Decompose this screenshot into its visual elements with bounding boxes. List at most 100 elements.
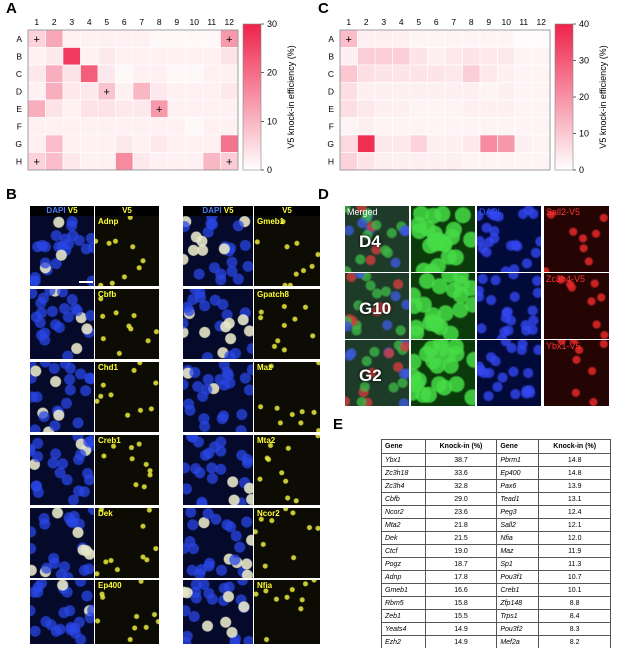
table-row: Ezh2 14.9 Mef2a 8.2 <box>381 635 611 648</box>
heatmap-cell <box>150 99 169 118</box>
col-label: 1 <box>346 17 351 27</box>
heatmap-cell <box>202 82 221 101</box>
heatmap-cell <box>374 134 393 153</box>
table-row: Yeats4 14.9 Pou3f2 8.3 <box>381 622 611 636</box>
gene-cell: Cbfb <box>381 492 426 506</box>
b-v5-tile: Nfia <box>254 580 320 644</box>
heatmap-cell <box>167 82 186 101</box>
colorbar <box>242 23 262 171</box>
heatmap-cell <box>409 152 428 171</box>
row-label: B <box>328 51 334 61</box>
heatmap-cell <box>339 29 358 48</box>
heatmap-cell <box>339 64 358 83</box>
heatmap-cell <box>115 64 134 83</box>
col-label: 6 <box>434 17 439 27</box>
heatmap-cell <box>167 47 186 66</box>
gene-cell: Tead1 <box>496 492 540 506</box>
heatmap-cell <box>479 99 498 118</box>
row-label: F <box>329 121 334 131</box>
colorbar <box>554 23 574 171</box>
col-label: 6 <box>122 17 127 27</box>
heatmap-cell <box>27 82 46 101</box>
col-label: 11 <box>519 17 528 27</box>
b-v5-tile: Cbfb <box>95 289 159 359</box>
row-label: H <box>328 156 334 166</box>
heatmap-frame <box>339 29 551 171</box>
heatmap-cell <box>97 82 116 101</box>
plus-marker: + <box>156 104 162 116</box>
gene-cell: Adnp <box>381 570 426 584</box>
gene-label: Ncor2 <box>257 509 280 518</box>
heatmap-cell <box>479 82 498 101</box>
gene-cell: Mef2a <box>496 635 540 648</box>
heatmap-cell <box>444 99 463 118</box>
knockin-cell: 12.0 <box>538 531 611 545</box>
heatmap-cell <box>115 152 134 171</box>
heatmap-cell <box>392 64 411 83</box>
table-row: Zc3h18 33.6 Ep400 14.8 <box>381 466 611 480</box>
b-merge-tile <box>183 435 253 505</box>
b-merge-tile <box>30 580 94 644</box>
gene-cell: Zeb1 <box>381 609 426 623</box>
heatmap-cell <box>115 99 134 118</box>
d-dapi-tile: DAPI <box>477 206 541 272</box>
d-dapi-tile <box>477 340 541 406</box>
row-label: A <box>16 34 22 44</box>
knockin-cell: 8.3 <box>538 622 611 636</box>
heatmap-cell <box>409 134 428 153</box>
row-label: F <box>17 121 22 131</box>
knockin-cell: 11.3 <box>538 557 611 571</box>
knockin-cell: 12.1 <box>538 518 611 532</box>
heatmap-cell <box>532 29 551 48</box>
gene-cell: Nfia <box>496 531 540 545</box>
heatmap-cell <box>185 134 204 153</box>
gene-cell: Sall2 <box>496 518 540 532</box>
header-knockin-2: Knock-in (%) <box>538 439 611 454</box>
b-v5-tile: Gpatch8 <box>254 289 320 359</box>
heatmap-cell <box>532 99 551 118</box>
heatmap-cell <box>514 29 533 48</box>
colorbar-label: V5 knock-in efficiency (%) <box>598 45 608 148</box>
gene-cell: Dek <box>381 531 426 545</box>
heatmap-cell <box>80 29 99 48</box>
heatmap-cell <box>45 117 64 136</box>
heatmap-cell <box>427 64 446 83</box>
heatmap-cell <box>45 64 64 83</box>
d-hcs-tile <box>411 273 475 339</box>
heatmap-cell <box>132 152 151 171</box>
row-label: A <box>328 34 334 44</box>
heatmap-cell <box>532 82 551 101</box>
heatmap-cell <box>202 152 221 171</box>
b-v5-tile: Mta2 <box>254 435 320 505</box>
heatmap-cell <box>444 117 463 136</box>
heatmap-cell <box>427 134 446 153</box>
table-row: Dek 21.5 Nfia 12.0 <box>381 531 611 545</box>
heatmap-cell <box>479 117 498 136</box>
gene-cell: Pax6 <box>496 479 540 493</box>
heatmap-cell <box>167 117 186 136</box>
colorbar-tick-label: 0 <box>579 165 584 175</box>
heatmap-cell <box>220 134 239 153</box>
heatmap-cell <box>374 47 393 66</box>
heatmap-cell <box>339 152 358 171</box>
colorbar-tick-label: 20 <box>267 68 277 78</box>
heatmap-cell <box>339 117 358 136</box>
heatmap-cell <box>45 134 64 153</box>
row-label: G <box>15 139 22 149</box>
heatmap-cell <box>27 117 46 136</box>
b-right-header-merge: DAPI V5 <box>183 206 253 216</box>
heatmap-cell <box>374 64 393 83</box>
heatmap-cell <box>27 134 46 153</box>
knockin-cell: 15.5 <box>424 609 498 623</box>
knockin-cell: 29.0 <box>424 492 498 506</box>
row-label: E <box>16 104 22 114</box>
heatmap-cell <box>150 82 169 101</box>
heatmap-cell <box>339 82 358 101</box>
heatmap-cell <box>220 82 239 101</box>
heatmap-cell <box>357 82 376 101</box>
heatmap-cell <box>220 29 239 48</box>
heatmap-cell <box>374 99 393 118</box>
heatmap-cell <box>392 99 411 118</box>
b-left-header-v5: V5 <box>95 206 159 216</box>
gene-cell: Maz <box>496 544 540 558</box>
